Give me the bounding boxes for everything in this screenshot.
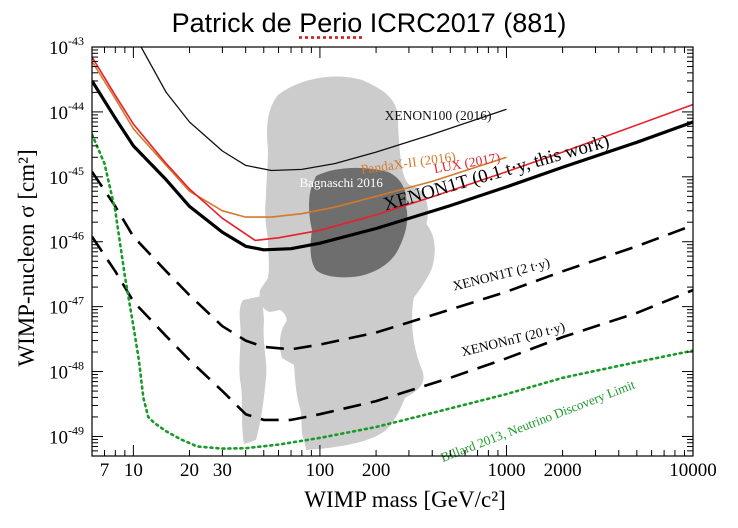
series-line-xenon1t-2-t-y	[92, 170, 693, 351]
region-bagnaschi-light-left	[239, 296, 267, 444]
x-axis-label: WIMP mass [GeV/c²]	[304, 487, 506, 512]
annotation-bagnaschi-2016: Bagnaschi 2016	[299, 175, 383, 190]
series-label-xenon100-2016: XENON100 (2016)	[385, 108, 492, 123]
x-tick-label: 2000	[544, 460, 582, 481]
x-tick-label: 20	[180, 460, 199, 481]
y-axis: 10-49 10-48 10-47 10-46 10-45 10-44 10-43	[49, 34, 693, 457]
series-line-xenon1t-0-1-t-y-this-work	[92, 80, 693, 252]
spelling-underlined-word: Perio	[299, 8, 363, 38]
y-tick-label: 10-48	[49, 359, 84, 384]
y-tick-label: 10-49	[49, 423, 84, 448]
x-tick-label: 30	[213, 460, 232, 481]
y-tick-label: 10-44	[49, 99, 84, 124]
annotation-layer: Bagnaschi 2016	[299, 175, 383, 190]
x-tick-label: 10000	[669, 460, 717, 481]
series-line-lux-2017	[92, 56, 693, 242]
y-tick-label: 10-43	[49, 34, 84, 59]
y-axis-label: WIMP-nucleon σ [cm²]	[14, 149, 39, 366]
x-tick-label: 200	[362, 460, 391, 481]
x-tick-label: 7	[100, 460, 110, 481]
series-line-billard-2013-neutrino-discovery-limit	[92, 133, 693, 450]
y-tick-label: 10-45	[49, 164, 84, 189]
x-axis: 7 10 20 30 100 200 1000 2000 10000	[91, 47, 717, 481]
y-tick-label: 10-47	[49, 294, 84, 319]
series-line-pandax-ii-2016	[92, 60, 507, 218]
x-tick-label: 100	[306, 460, 335, 481]
page-title: Patrick de Perio ICRC2017 (881)	[171, 8, 567, 38]
series-line-xenonnt-20-t-y	[92, 235, 693, 422]
y-tick-label: 10-46	[49, 229, 84, 254]
x-tick-label: 10	[124, 460, 143, 481]
series-layer	[92, 47, 693, 450]
series-line-xenon100-2016	[140, 47, 507, 172]
region-bagnaschi-light-right	[410, 212, 435, 300]
x-tick-label: 1000	[487, 460, 525, 481]
